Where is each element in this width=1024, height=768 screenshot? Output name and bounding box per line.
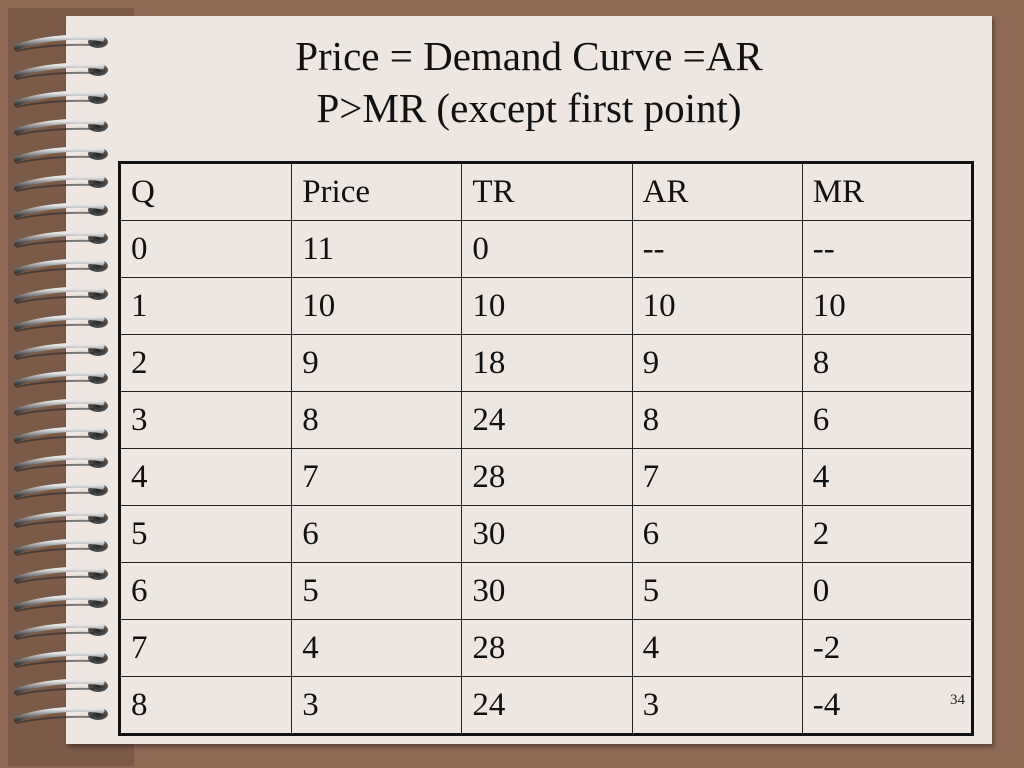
cell-mr: 10: [801, 277, 974, 335]
table-header-row: Q Price TR AR MR: [118, 162, 974, 221]
cell-tr: 30: [461, 505, 633, 563]
cell-tr: 18: [461, 334, 633, 392]
cell-mr: -2: [801, 619, 974, 677]
cell-mr: 2: [801, 505, 974, 563]
cell-mr: -4: [801, 676, 974, 735]
column-header-q: Q: [118, 162, 293, 221]
cell-ar: 4: [631, 619, 803, 677]
cell-tr: 28: [461, 619, 633, 677]
cell-ar: 9: [631, 334, 803, 392]
cell-mr: 4: [801, 448, 974, 506]
cell-price: 4: [291, 619, 463, 677]
revenue-table: Q Price TR AR MR 0 11 0 -- -- 1 10 10 10…: [118, 161, 974, 736]
cell-ar: 10: [631, 277, 803, 335]
cell-mr: 6: [801, 391, 974, 449]
cell-mr: 8: [801, 334, 974, 392]
title-line-1: Price = Demand Curve =AR: [295, 33, 763, 79]
cell-ar: 8: [631, 391, 803, 449]
cell-price: 3: [291, 676, 463, 735]
cell-tr: 10: [461, 277, 633, 335]
table-row: 4 7 28 7 4: [118, 448, 974, 506]
column-header-ar: AR: [631, 162, 803, 221]
table-row: 5 6 30 6 2: [118, 505, 974, 563]
cell-price: 9: [291, 334, 463, 392]
cell-tr: 0: [461, 220, 633, 278]
title-line-2: P>MR (except first point): [316, 85, 742, 131]
cell-q: 7: [118, 619, 293, 677]
cell-tr: 24: [461, 676, 633, 735]
cell-q: 2: [118, 334, 293, 392]
cell-ar: 5: [631, 562, 803, 620]
cell-ar: 7: [631, 448, 803, 506]
cell-tr: 30: [461, 562, 633, 620]
cell-tr: 28: [461, 448, 633, 506]
cell-ar: 3: [631, 676, 803, 735]
cell-ar: --: [631, 220, 803, 278]
cell-q: 4: [118, 448, 293, 506]
table-row: 2 9 18 9 8: [118, 334, 974, 392]
cell-price: 7: [291, 448, 463, 506]
cell-q: 0: [118, 220, 293, 278]
table-row: 3 8 24 8 6: [118, 391, 974, 449]
cell-q: 8: [118, 676, 293, 735]
table-row: 0 11 0 -- --: [118, 220, 974, 278]
column-header-tr: TR: [461, 162, 633, 221]
slide-title: Price = Demand Curve =AR P>MR (except fi…: [66, 30, 992, 134]
cell-ar: 6: [631, 505, 803, 563]
column-header-price: Price: [291, 162, 463, 221]
cell-price: 5: [291, 562, 463, 620]
cell-price: 6: [291, 505, 463, 563]
cell-price: 8: [291, 391, 463, 449]
table-row: 8 3 24 3 -4: [118, 676, 974, 735]
cell-mr: 0: [801, 562, 974, 620]
cell-mr: --: [801, 220, 974, 278]
cell-price: 10: [291, 277, 463, 335]
column-header-mr: MR: [801, 162, 974, 221]
slide-number: 34: [950, 692, 965, 708]
cell-q: 1: [118, 277, 293, 335]
cell-tr: 24: [461, 391, 633, 449]
table-row: 1 10 10 10 10: [118, 277, 974, 335]
table-row: 6 5 30 5 0: [118, 562, 974, 620]
table-row: 7 4 28 4 -2: [118, 619, 974, 677]
cell-q: 3: [118, 391, 293, 449]
cell-price: 11: [291, 220, 463, 278]
cell-q: 5: [118, 505, 293, 563]
cell-q: 6: [118, 562, 293, 620]
